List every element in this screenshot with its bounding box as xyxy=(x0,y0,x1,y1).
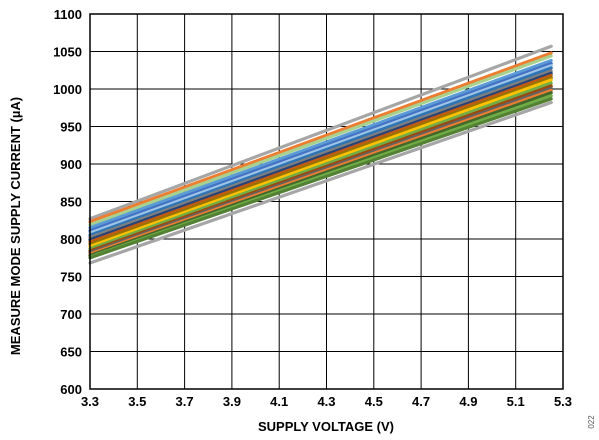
series-line xyxy=(88,54,553,227)
y-tick-label: 850 xyxy=(60,195,82,210)
x-tick-label: 5.1 xyxy=(507,394,525,409)
y-axis-ticks: 600 650 700 750 800 850 900 950 1000 1050 1100 xyxy=(53,7,82,397)
y-tick-label: 950 xyxy=(60,120,82,135)
series-line xyxy=(88,51,553,224)
series-line xyxy=(88,73,553,244)
series-line xyxy=(88,66,553,237)
series-line xyxy=(88,64,553,235)
x-tick-label: 3.5 xyxy=(128,394,146,409)
y-tick-label: 700 xyxy=(60,307,82,322)
y-tick-label: 1050 xyxy=(53,45,82,60)
series-line xyxy=(88,91,553,258)
y-tick-label: 650 xyxy=(60,345,82,360)
x-tick-label: 4.1 xyxy=(270,394,288,409)
y-tick-label: 900 xyxy=(60,157,82,172)
series-lines xyxy=(88,44,553,265)
x-tick-label: 4.3 xyxy=(317,394,335,409)
y-tick-label: 800 xyxy=(60,232,82,247)
x-tick-label: 4.9 xyxy=(459,394,477,409)
series-line xyxy=(88,81,553,251)
y-tick-label: 1100 xyxy=(54,7,82,22)
series-line xyxy=(88,58,553,230)
x-tick-label: 3.3 xyxy=(81,394,99,409)
series-line xyxy=(88,69,553,240)
x-tick-label: 4.7 xyxy=(412,394,430,409)
series-line xyxy=(88,97,553,260)
x-tick-label: 3.9 xyxy=(223,394,241,409)
series-line xyxy=(88,44,553,221)
x-axis-ticks: 3.3 3.5 3.7 3.9 4.1 4.3 4.5 4.7 4.9 5.1 5.3 xyxy=(81,394,572,409)
y-tick-label: 1000 xyxy=(53,82,82,97)
x-tick-label: 5.3 xyxy=(554,394,572,409)
series-line xyxy=(88,61,553,233)
series-line xyxy=(88,71,553,242)
y-tick-label: 600 xyxy=(60,382,82,397)
x-tick-label: 4.5 xyxy=(365,394,383,409)
series-line xyxy=(88,100,553,265)
x-axis-title: SUPPLY VOLTAGE (V) xyxy=(258,419,394,434)
figure-id: 022 xyxy=(587,415,596,429)
plot-area-frame xyxy=(89,13,564,390)
series-line xyxy=(88,78,553,249)
series-line xyxy=(88,76,553,246)
x-tick-label: 3.7 xyxy=(176,394,194,409)
y-axis-title: MEASURE MODE SUPPLY CURRENT (µA) xyxy=(8,97,23,355)
y-tick-label: 750 xyxy=(60,270,82,285)
